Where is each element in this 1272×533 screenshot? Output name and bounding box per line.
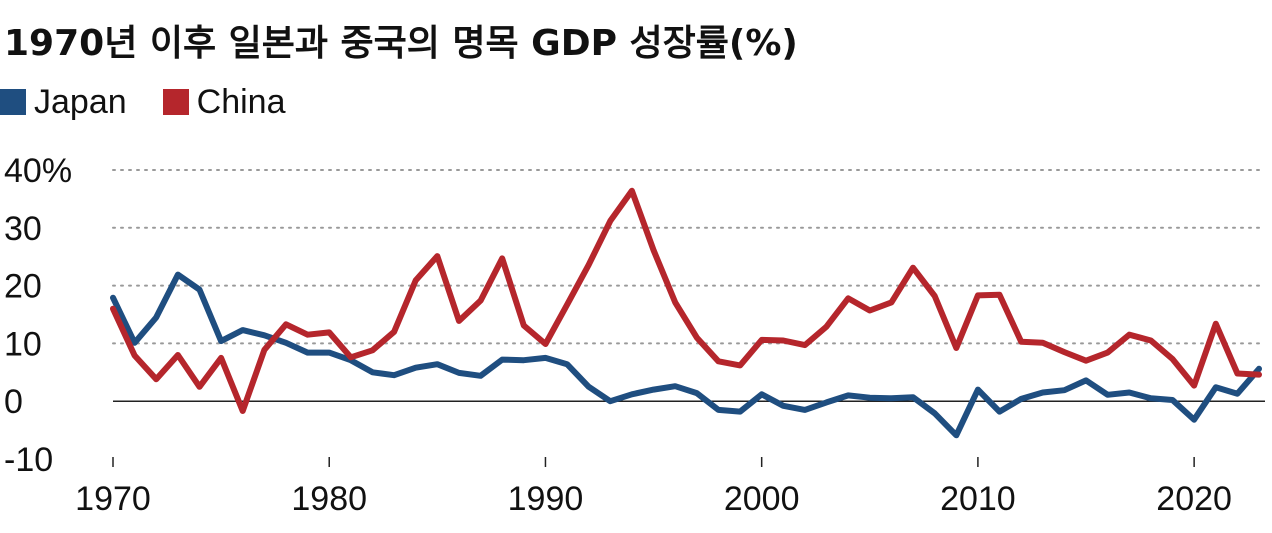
x-tick-label: 1970: [75, 480, 151, 518]
y-tick-label: 0: [4, 383, 23, 421]
legend-item-japan: Japan: [0, 83, 127, 122]
y-tick-label: 40%: [4, 152, 72, 190]
y-tick-label: 20: [4, 268, 42, 306]
x-tick-label: 2010: [940, 480, 1016, 518]
y-tick-label: -10: [4, 441, 53, 479]
series-layer: [110, 187, 1262, 439]
legend-label-china: China: [196, 82, 286, 121]
chart-title: 1970년 이후 일본과 중국의 명목 GDP 성장률(%): [4, 23, 798, 64]
y-tick-label: 10: [4, 325, 42, 363]
series-line-china: [110, 187, 1262, 414]
legend: Japan China: [0, 82, 321, 122]
grid-layer: [112, 169, 1266, 345]
series-line-japan: [110, 271, 1262, 439]
legend-swatch-china: [162, 89, 189, 115]
legend-swatch-japan: [0, 89, 26, 115]
axis-layer: [112, 400, 1265, 467]
x-tick-label: 2020: [1156, 480, 1232, 518]
y-tick-label: 30: [4, 210, 42, 248]
x-tick-label: 1980: [291, 480, 367, 518]
legend-item-china: China: [162, 82, 286, 122]
legend-label-japan: Japan: [34, 82, 127, 121]
x-tick-label: 2000: [724, 480, 800, 518]
x-tick-label: 1990: [508, 480, 584, 518]
